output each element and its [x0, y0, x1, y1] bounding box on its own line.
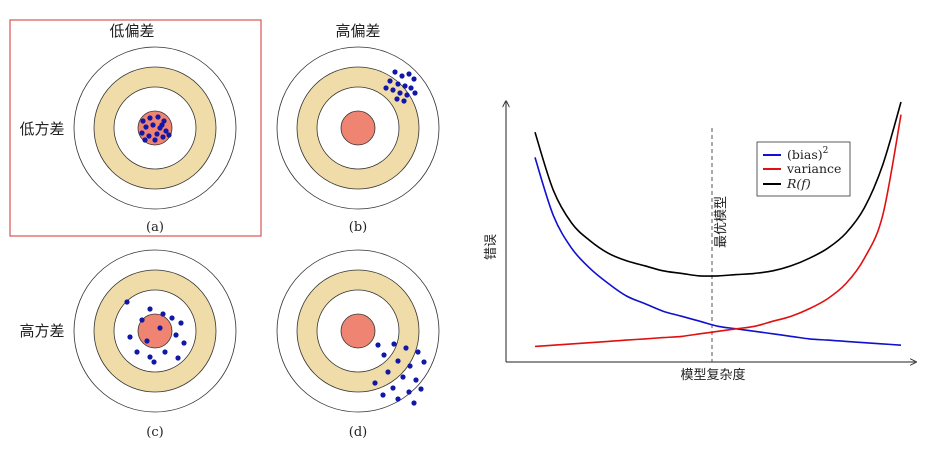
- sample-points-d: [372, 341, 427, 406]
- column-label-high-bias: 高偏差: [335, 22, 380, 40]
- legend-risk: R(f): [786, 176, 811, 191]
- optimal-model-label: 最优模型: [714, 196, 729, 248]
- target-c: [73, 249, 237, 413]
- sample-points-c: [124, 299, 187, 365]
- bias-curve: [534, 157, 902, 346]
- caption-d: (d): [349, 425, 367, 440]
- legend-variance: variance: [786, 161, 841, 176]
- error-chart: 错误 模型复杂度 最优模型 (bias)2 variance R(f): [484, 102, 915, 383]
- caption-b: (b): [349, 220, 367, 235]
- row-label-high-variance: 高方差: [19, 322, 64, 340]
- row-label-low-variance: 低方差: [19, 120, 64, 138]
- column-label-low-bias: 低偏差: [109, 22, 154, 40]
- caption-a: (a): [146, 220, 164, 235]
- target-a: [73, 46, 237, 210]
- x-axis-label: 模型复杂度: [680, 367, 745, 383]
- low-bias-low-variance-frame: [9, 19, 262, 237]
- sample-points-b: [383, 69, 418, 104]
- variance-curve: [534, 114, 902, 348]
- target-b: [276, 46, 440, 210]
- risk-curve: [534, 101, 902, 277]
- target-d: [276, 249, 440, 413]
- caption-c: (c): [146, 425, 163, 440]
- y-axis-label: 错误: [484, 234, 499, 260]
- sample-points-a: [139, 114, 172, 143]
- legend-bias: (bias)2: [787, 146, 828, 162]
- legend: (bias)2 variance R(f): [756, 141, 851, 197]
